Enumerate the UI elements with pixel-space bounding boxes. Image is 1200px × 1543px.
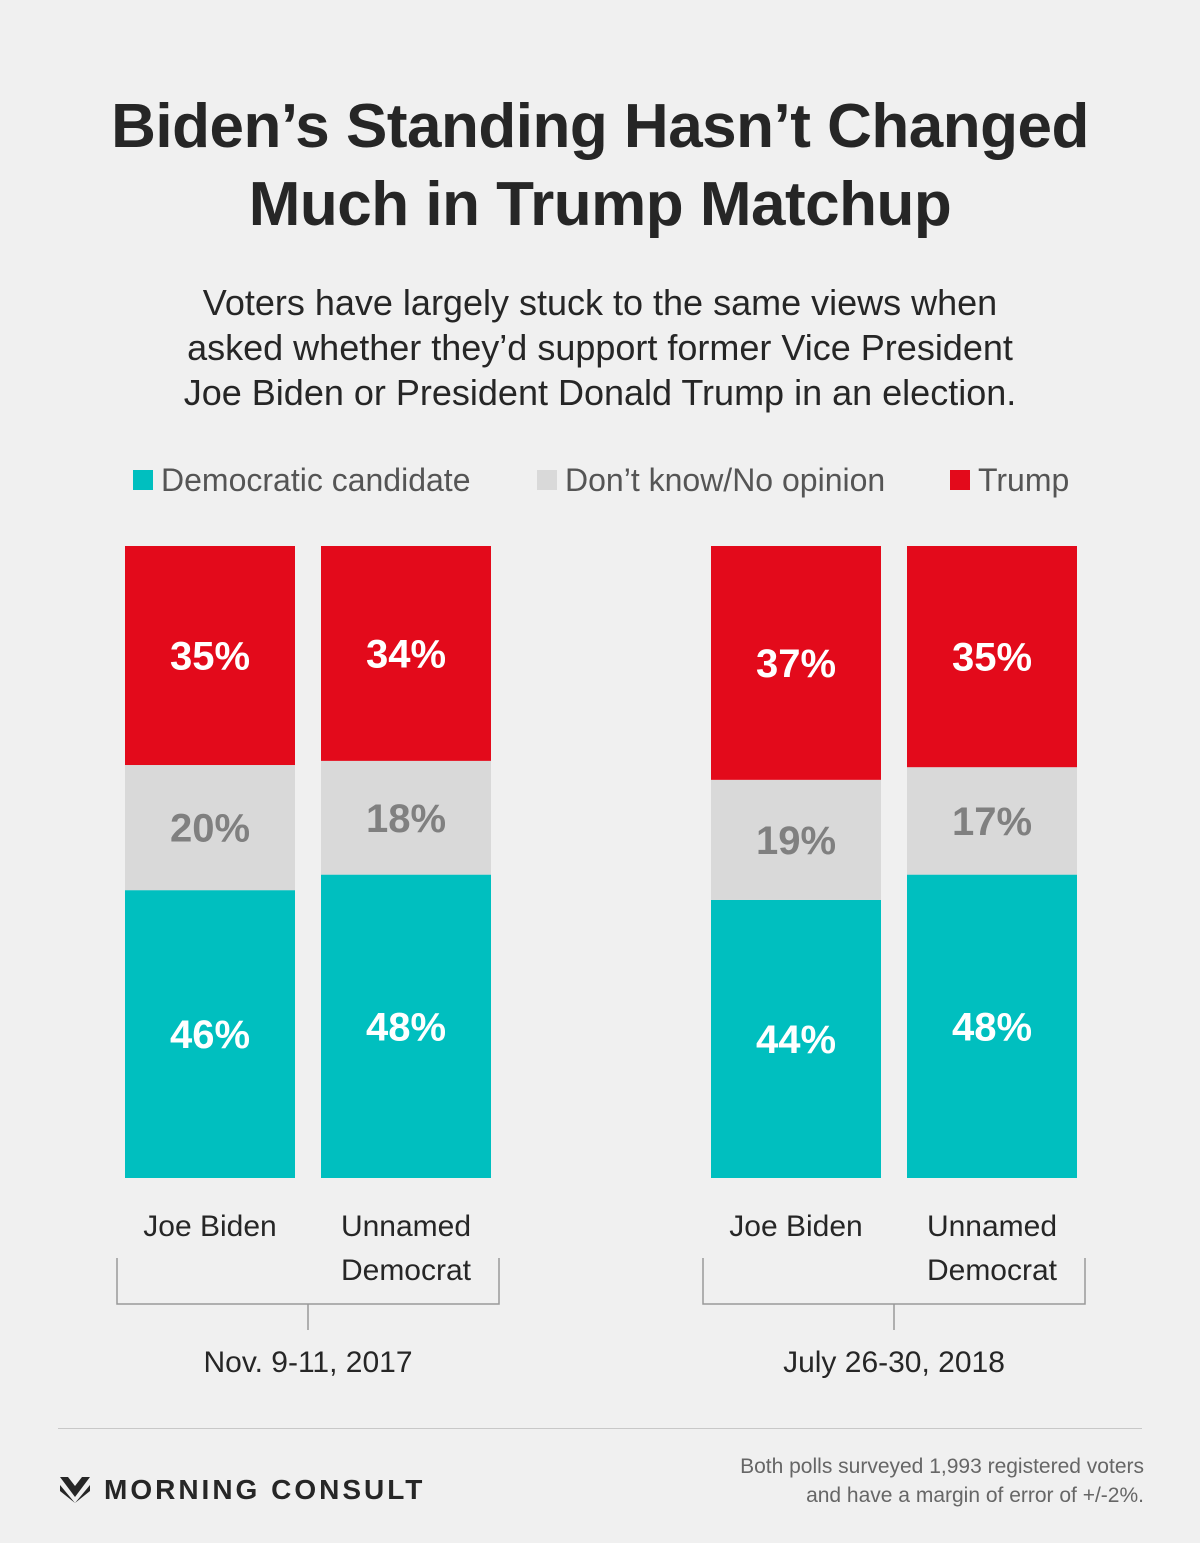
stacked-bar-chart: 46% 20% 35% Joe Biden 48% 18% 34% Unnamed Democr… [116,546,1086,1379]
category-label: Joe Biden [143,1210,276,1243]
data-label-democratic: 46% [170,1013,250,1057]
category-label: Unnamed [341,1210,471,1243]
morning-consult-chevron-icon [60,1477,90,1503]
brand-name: MORNING CONSULT [104,1474,426,1505]
category-label-line2: Democrat [927,1254,1058,1287]
data-label-no-opinion: 17% [952,800,1032,844]
legend-item-democratic: Democratic candidate [133,460,470,500]
group-date-label: July 26-30, 2018 [783,1346,1005,1379]
data-label-democratic: 44% [756,1018,836,1062]
bar-segment-no-opinion [321,760,491,875]
bar-segment-trump [321,546,491,761]
bar-segment-trump [711,546,881,780]
group-bracket [702,1258,1086,1330]
data-label-trump: 37% [756,642,836,686]
brand-logo: MORNING CONSULT [60,1470,425,1510]
category-label-line2: Democrat [341,1254,472,1287]
data-label-trump: 35% [952,636,1032,680]
data-label-democratic: 48% [952,1005,1032,1049]
legend: Democratic candidate Don’t know/No opini… [0,460,1200,500]
methodology-note: Both polls surveyed 1,993 registered vot… [624,1452,1144,1510]
group-bracket [116,1258,500,1330]
chart-subtitle-line2: asked whether they’d support former Vice… [187,327,1013,368]
chart-title-line1: Biden’s Standing Hasn’t Changed [111,92,1089,161]
data-label-democratic: 48% [366,1005,446,1049]
group-date-label: Nov. 9-11, 2017 [203,1346,412,1379]
bar-segment-no-opinion [907,767,1077,875]
data-label-no-opinion: 20% [170,807,250,851]
bar-segment-democratic [321,874,491,1178]
category-label: Unnamed [927,1210,1057,1243]
bar-segment-democratic [711,899,881,1178]
legend-item-trump: Trump [950,460,1069,500]
data-label-no-opinion: 18% [366,797,446,841]
legend-item-no-opinion: Don’t know/No opinion [537,460,885,500]
data-label-trump: 34% [366,632,446,676]
chart-subtitle-line3: Joe Biden or President Donald Trump in a… [183,372,1017,413]
legend-label-trump: Trump [978,461,1070,498]
bar-segment-democratic [125,890,295,1178]
bar-segment-no-opinion [125,765,295,891]
legend-swatch-no-opinion [537,470,557,490]
bar-segment-trump [125,546,295,766]
methodology-note-line1: Both polls surveyed 1,993 registered vot… [740,1455,1144,1478]
chart-title-line2: Much in Trump Matchup [248,170,952,239]
bar-segment-no-opinion [711,779,881,900]
chart-subtitle-line1: Voters have largely stuck to the same vi… [202,282,998,323]
bar-segment-democratic [907,874,1077,1178]
legend-label-no-opinion: Don’t know/No opinion [565,461,886,498]
methodology-note-line2: and have a margin of error of +/-2%. [806,1484,1144,1507]
legend-label-democratic: Democratic candidate [161,461,471,498]
bar-segment-trump [907,546,1077,768]
legend-swatch-trump [950,470,970,490]
chart-title: Biden’s Standing Hasn’t Changed Much in … [0,88,1200,244]
footer-divider [58,1428,1142,1429]
category-label: Joe Biden [729,1210,862,1243]
data-label-no-opinion: 19% [756,819,836,863]
data-label-trump: 35% [170,635,250,679]
chart-subtitle: Voters have largely stuck to the same vi… [0,280,1200,415]
legend-swatch-democratic [133,470,153,490]
